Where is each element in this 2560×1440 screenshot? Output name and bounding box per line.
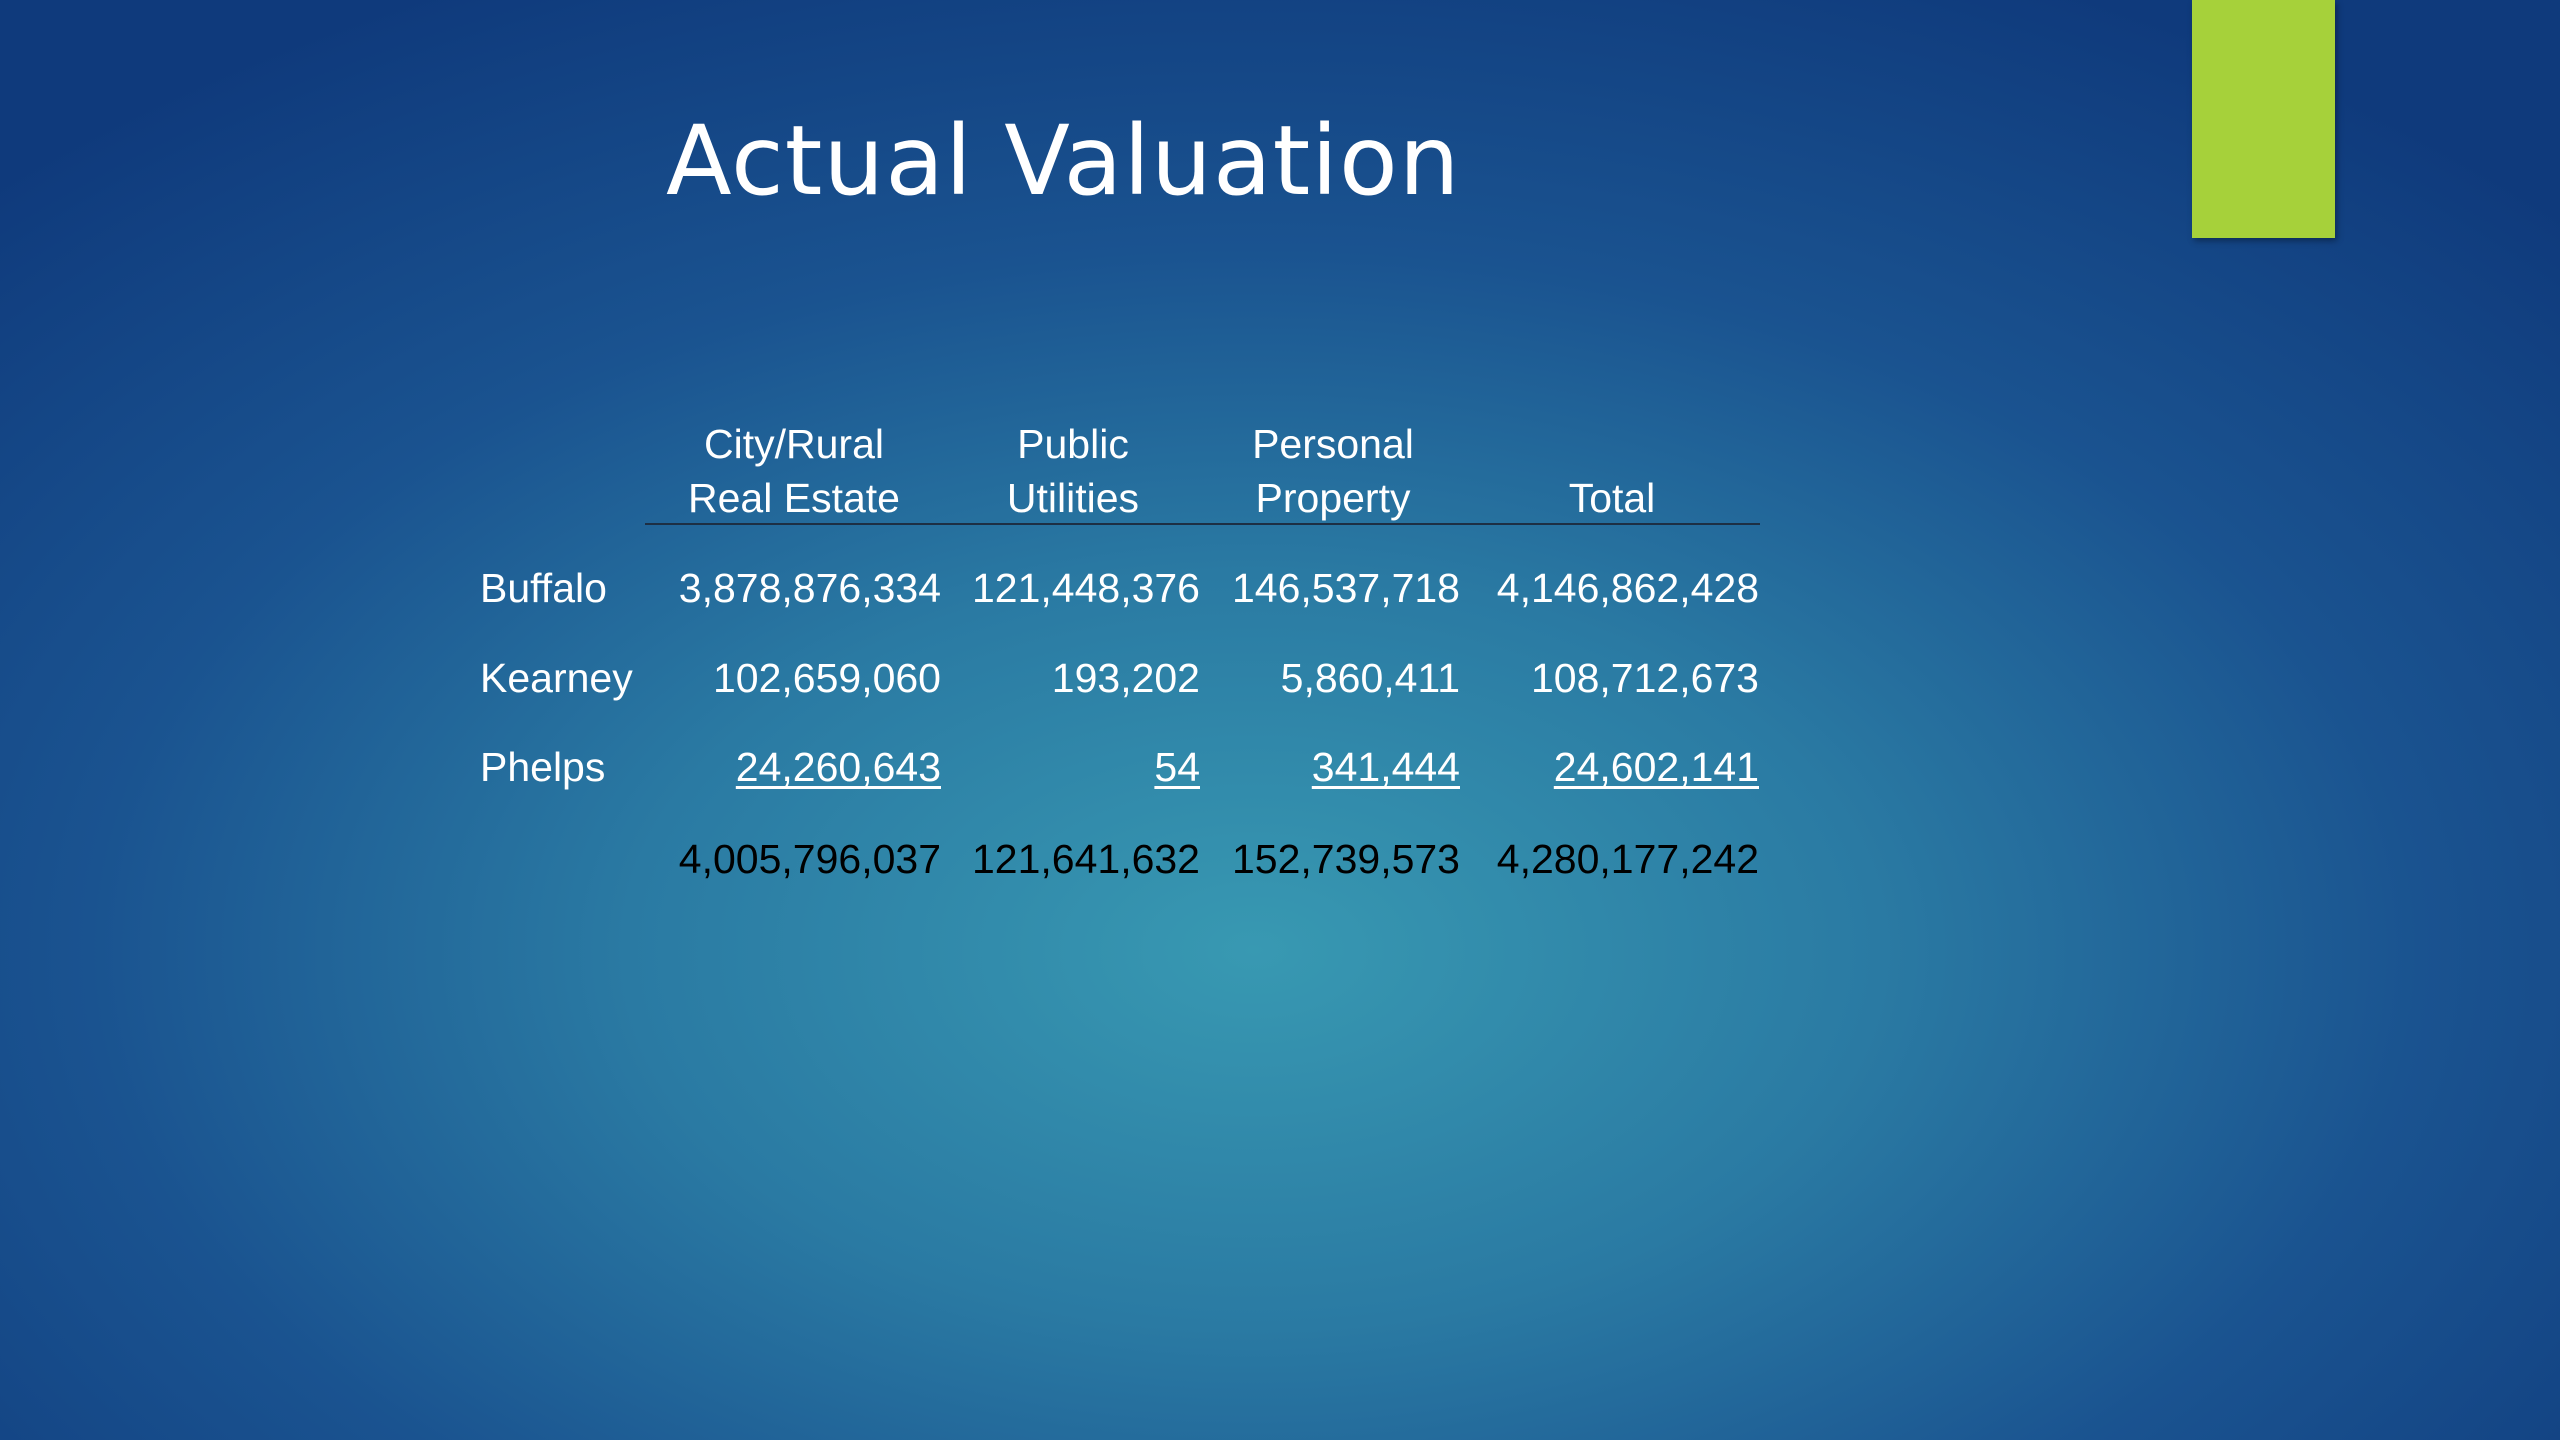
total-cell: 152,739,573 bbox=[1231, 836, 1460, 882]
value-cell: 4,146,862,428 bbox=[1496, 565, 1759, 611]
total-cell: 121,641,632 bbox=[971, 836, 1200, 882]
column-header: Utilities bbox=[1006, 475, 1140, 521]
header-rule bbox=[645, 523, 1760, 525]
row-label: Phelps bbox=[480, 744, 606, 790]
column-header: Public bbox=[1017, 421, 1129, 467]
value-cell: 24,260,643 bbox=[735, 744, 941, 790]
column-header: City/Rural bbox=[704, 421, 884, 467]
value-cell: 121,448,376 bbox=[971, 565, 1200, 611]
value-cell: 54 bbox=[1154, 744, 1200, 790]
row-label: Buffalo bbox=[480, 565, 607, 611]
column-header: Real Estate bbox=[688, 475, 900, 521]
value-cell: 193,202 bbox=[1051, 655, 1200, 701]
accent-bar bbox=[2192, 0, 2335, 238]
column-header: Total bbox=[1568, 475, 1656, 521]
value-cell: 146,537,718 bbox=[1231, 565, 1460, 611]
slide-title: Actual Valuation bbox=[666, 105, 1461, 217]
value-cell: 102,659,060 bbox=[712, 655, 941, 701]
column-header: Property bbox=[1255, 475, 1411, 521]
value-cell: 3,878,876,334 bbox=[678, 565, 941, 611]
column-header: Personal bbox=[1252, 421, 1414, 467]
value-cell: 5,860,411 bbox=[1280, 655, 1460, 701]
value-cell: 24,602,141 bbox=[1553, 744, 1759, 790]
total-cell: 4,005,796,037 bbox=[678, 836, 941, 882]
value-cell: 108,712,673 bbox=[1530, 655, 1759, 701]
value-cell: 341,444 bbox=[1311, 744, 1460, 790]
total-cell: 4,280,177,242 bbox=[1496, 836, 1759, 882]
row-label: Kearney bbox=[480, 655, 633, 701]
